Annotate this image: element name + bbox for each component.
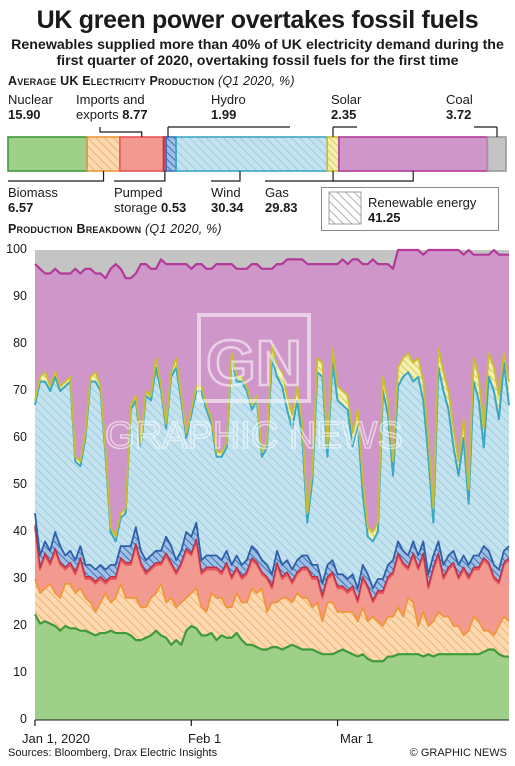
label-biomass-value: 6.57 bbox=[8, 200, 34, 215]
y-tick-10: 10 bbox=[13, 665, 27, 679]
y-tick-20: 20 bbox=[13, 618, 27, 632]
line-nuclear bbox=[34, 613, 509, 663]
label-nuclear-value: 15.90 bbox=[8, 107, 41, 122]
label-hydro-name: Hydro bbox=[211, 92, 246, 107]
y-tick-100: 100 bbox=[6, 242, 27, 256]
label-hydro: Hydro 1.99 bbox=[211, 92, 246, 122]
label-wind-value: 30.34 bbox=[211, 200, 244, 215]
label-nuclear-name: Nuclear bbox=[8, 92, 53, 107]
area-wind bbox=[35, 358, 509, 589]
chart-subtitle: Renewables supplied more than 40% of UK … bbox=[11, 37, 504, 69]
leader-gas-solar bbox=[265, 171, 334, 182]
section-title-average: Average UK Electricity Production (Q1 20… bbox=[8, 74, 295, 88]
chart-title: UK green power overtakes fossil fuels bbox=[36, 6, 479, 34]
label-pumped: Pumped storage 0.53 bbox=[114, 185, 186, 215]
legend-swatch bbox=[328, 191, 362, 225]
label-coal-name: Coal bbox=[446, 92, 473, 107]
section-title-breakdown-text: Production Breakdown bbox=[8, 222, 142, 236]
source-note: Sources: Bloomberg, Drax Electric Insigh… bbox=[8, 747, 218, 759]
label-pumped-name-line2: storage 0.53 bbox=[114, 200, 187, 215]
label-imports-name-line2: exports 8.77 bbox=[76, 107, 148, 122]
label-pumped-name-line1: Pumped bbox=[114, 185, 163, 200]
x-tick-mar: Mar 1 bbox=[340, 731, 374, 746]
line-pumped bbox=[34, 524, 510, 601]
label-imports-value: 8.77 bbox=[122, 107, 148, 122]
y-tick-80: 80 bbox=[13, 336, 27, 350]
label-solar-name: Solar bbox=[331, 92, 362, 107]
line-solar bbox=[34, 343, 510, 538]
label-hydro-value: 1.99 bbox=[211, 107, 237, 122]
label-wind-name: Wind bbox=[211, 185, 241, 200]
leader-biomass bbox=[8, 171, 105, 182]
avg-bar-hydro bbox=[165, 136, 177, 172]
section-title-breakdown: Production Breakdown (Q1 2020, %) bbox=[8, 222, 222, 236]
avg-bar-wind bbox=[175, 136, 329, 172]
avg-bar-nuclear bbox=[7, 136, 88, 172]
label-coal-value: 3.72 bbox=[446, 107, 472, 122]
leader-imports bbox=[99, 127, 143, 137]
watermark-logo: GN bbox=[206, 327, 302, 399]
x-tick-feb: Feb 1 bbox=[188, 731, 222, 746]
label-pumped-value: 0.53 bbox=[160, 200, 187, 215]
label-solar: Solar 2.35 bbox=[331, 92, 361, 122]
watermark: GN GRAPHIC NEWS bbox=[104, 313, 404, 458]
area-gas bbox=[35, 250, 509, 537]
watermark-text: GRAPHIC NEWS bbox=[105, 415, 403, 457]
avg-bar-imports-and-exports bbox=[119, 136, 165, 172]
avg-bar-gas bbox=[338, 136, 489, 172]
copyright: © GRAPHIC NEWS bbox=[409, 747, 507, 759]
legend-renewable-text: Renewable energy 41.25 bbox=[368, 195, 476, 225]
y-tick-70: 70 bbox=[13, 383, 27, 397]
avg-bar-solar bbox=[326, 136, 340, 172]
area-coal bbox=[35, 250, 509, 279]
legend-renewable-label: Renewable energy bbox=[368, 195, 477, 210]
area-imports bbox=[35, 527, 509, 636]
label-imports-name-line1: Imports and bbox=[76, 92, 145, 107]
label-solar-value: 2.35 bbox=[331, 107, 357, 122]
leader-pumped bbox=[114, 171, 166, 182]
label-gas: Gas 29.83 bbox=[265, 185, 298, 215]
area-biomass bbox=[35, 579, 509, 662]
line-gas bbox=[34, 248, 509, 280]
label-gas-value: 29.83 bbox=[265, 200, 298, 215]
avg-bar-biomass bbox=[86, 136, 121, 172]
watermark-frame bbox=[197, 313, 311, 403]
label-nuclear: Nuclear 15.90 bbox=[8, 92, 53, 122]
y-tick-30: 30 bbox=[13, 571, 27, 585]
line-biomass bbox=[34, 578, 510, 637]
legend-renewable-value: 41.25 bbox=[368, 210, 401, 225]
avg-bar-coal bbox=[486, 136, 507, 172]
leader-wind bbox=[211, 171, 241, 182]
area-nuclear bbox=[35, 614, 509, 720]
label-gas-name: Gas bbox=[265, 185, 289, 200]
section-subtitle-breakdown: (Q1 2020, %) bbox=[145, 222, 222, 236]
y-tick-60: 60 bbox=[13, 430, 27, 444]
label-wind: Wind 30.34 bbox=[211, 185, 244, 215]
label-coal: Coal 3.72 bbox=[446, 92, 473, 122]
y-tick-40: 40 bbox=[13, 524, 27, 538]
x-tick-jan: Jan 1, 2020 bbox=[22, 731, 90, 746]
label-biomass-name: Biomass bbox=[8, 185, 58, 200]
line-hydro bbox=[34, 513, 510, 590]
label-imports: Imports and exports 8.77 bbox=[76, 92, 148, 122]
y-tick-50: 50 bbox=[13, 477, 27, 491]
label-biomass: Biomass 6.57 bbox=[8, 185, 58, 215]
section-subtitle-average: (Q1 2020, %) bbox=[217, 74, 295, 88]
y-tick-0: 0 bbox=[20, 712, 27, 726]
section-title-average-text: Average UK Electricity Production bbox=[8, 74, 215, 88]
y-tick-90: 90 bbox=[13, 289, 27, 303]
leader-gas bbox=[333, 171, 414, 182]
